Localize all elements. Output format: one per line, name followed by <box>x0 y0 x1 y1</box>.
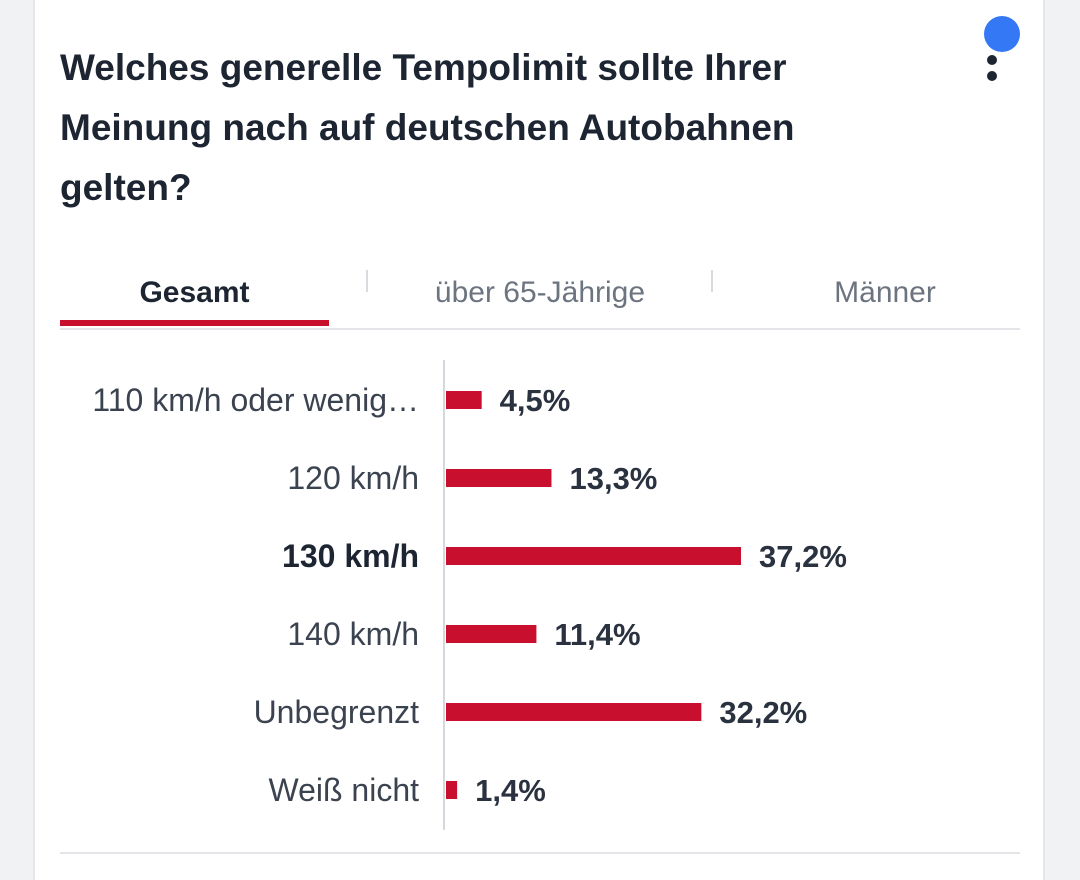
category-label: 130 km/h <box>282 538 419 574</box>
more-options-icon[interactable] <box>976 50 1010 90</box>
tab-maenner[interactable]: Männer <box>834 276 936 309</box>
bar <box>446 391 482 409</box>
tab-gesamt[interactable]: Gesamt <box>139 276 250 309</box>
category-label: 110 km/h oder wenig… <box>92 382 419 418</box>
filter-tabs: Gesamt über 65-Jährige Männer <box>60 262 1020 330</box>
active-tab-indicator <box>60 320 329 326</box>
bar <box>446 625 537 643</box>
poll-question: Welches generelle Tempolimit sollte Ihre… <box>60 47 795 208</box>
poll-card <box>33 0 1045 880</box>
notification-dot-icon <box>984 16 1020 52</box>
category-label: 140 km/h <box>287 616 419 652</box>
category-label: Weiß nicht <box>268 772 419 808</box>
value-label: 4,5% <box>500 383 571 418</box>
tab-divider <box>366 270 368 292</box>
bar <box>446 781 458 799</box>
tab-divider <box>711 270 713 292</box>
value-label: 1,4% <box>475 773 546 808</box>
category-label: 120 km/h <box>287 460 419 496</box>
bar <box>446 547 741 565</box>
bar <box>446 469 552 487</box>
bottom-divider <box>60 852 1020 854</box>
tab-ueber-65[interactable]: über 65-Jährige <box>434 276 646 309</box>
value-label: 32,2% <box>719 695 807 730</box>
value-label: 13,3% <box>569 461 657 496</box>
value-label: 37,2% <box>759 539 847 574</box>
results-bar-chart: 110 km/h oder wenig… 4,5% 120 km/h 13,3% 130… <box>92 360 847 830</box>
category-label: Unbegrenzt <box>254 694 420 730</box>
bar <box>446 703 702 721</box>
value-label: 11,4% <box>554 617 640 652</box>
